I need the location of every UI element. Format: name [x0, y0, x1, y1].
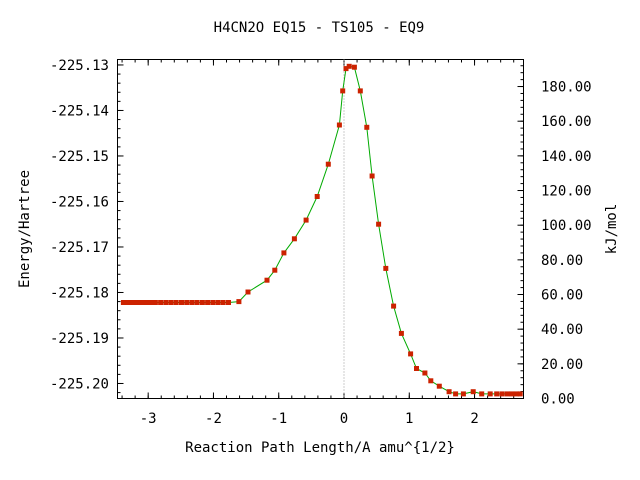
y-tick-label: -225.13: [50, 58, 109, 74]
data-point: [314, 194, 320, 199]
data-point: [143, 300, 149, 305]
y2-tick-label: 60.00: [541, 288, 583, 304]
data-point: [494, 391, 500, 397]
data-point: [364, 124, 370, 130]
data-point: [163, 300, 169, 305]
data-point: [264, 277, 270, 283]
data-point: [158, 300, 164, 305]
data-point: [383, 265, 389, 271]
x-tick-label: -3: [140, 411, 157, 427]
series-curve: [123, 65, 521, 395]
data-point: [184, 300, 190, 305]
data-point: [346, 63, 352, 69]
y2-tick-label: 100.00: [541, 218, 592, 234]
y-axis-right: 0.00 20.00 40.00 60.00 80.00 100.00 120.00 140.…: [517, 65, 592, 408]
data-point: [436, 383, 442, 389]
data-point: [513, 391, 519, 397]
data-point: [499, 391, 505, 397]
data-point: [414, 366, 419, 371]
data-point: [376, 221, 382, 227]
data-point: [194, 300, 200, 305]
data-point: [152, 300, 158, 305]
y2-tick-label: 120.00: [541, 184, 592, 200]
data-point: [446, 389, 452, 395]
data-point: [470, 389, 476, 395]
y2-tick-label: 160.00: [541, 114, 592, 130]
x-tick-label: -1: [270, 411, 287, 427]
data-point: [139, 300, 145, 305]
data-point: [236, 299, 242, 305]
data-point: [148, 300, 154, 305]
y2-axis-label: kJ/mol: [604, 204, 620, 255]
data-point: [453, 391, 459, 397]
y-tick-label: -225.15: [50, 149, 109, 165]
y-tick-label: -225.20: [50, 376, 109, 392]
data-point: [291, 236, 297, 242]
data-point: [325, 161, 331, 167]
data-point: [179, 300, 184, 305]
data-point: [272, 267, 278, 273]
x-tick-label: 1: [405, 411, 413, 427]
data-point: [369, 173, 375, 179]
data-point: [336, 122, 342, 128]
data-point: [509, 391, 515, 397]
y-tick-label: -225.17: [50, 240, 109, 256]
data-points: [120, 63, 523, 397]
data-point: [428, 378, 434, 384]
data-point: [391, 303, 397, 309]
y2-tick-label: 0.00: [541, 392, 575, 408]
data-point: [245, 289, 251, 295]
data-point: [343, 66, 349, 72]
data-point: [135, 300, 141, 305]
data-point: [479, 391, 485, 397]
plot-frame: [117, 59, 524, 399]
y2-tick-label: 40.00: [541, 322, 583, 338]
x-axis: -3 -2 -1 0 1 2: [121, 59, 515, 427]
data-point: [422, 370, 428, 376]
data-point: [205, 300, 211, 305]
y2-tick-label: 20.00: [541, 357, 583, 373]
y2-tick-label: 80.00: [541, 253, 583, 269]
data-point: [220, 300, 226, 305]
y-tick-label: -225.18: [50, 285, 109, 301]
y2-tick-label: 180.00: [541, 80, 592, 96]
data-point: [398, 330, 404, 336]
data-point: [303, 217, 309, 223]
data-point: [487, 391, 493, 397]
y-tick-label: -225.19: [50, 331, 109, 347]
data-point: [340, 88, 346, 94]
data-point: [460, 391, 466, 397]
y-axis-left: -225.13 -225.14 -225.15 -225.16 -225.17 -225.…: [50, 58, 124, 394]
chart-title: H4CN2O EQ15 - TS105 - EQ9: [214, 20, 425, 36]
data-point: [210, 300, 216, 305]
data-point: [504, 391, 510, 397]
data-point: [281, 250, 287, 256]
y-tick-label: -225.16: [50, 194, 109, 210]
x-axis-label: Reaction Path Length/A amu^{1/2}: [185, 440, 455, 456]
data-point: [351, 64, 357, 70]
data-point: [173, 300, 179, 305]
data-point: [357, 88, 363, 94]
x-tick-label: 2: [470, 411, 478, 427]
y-tick-label: -225.14: [50, 103, 109, 119]
data-point: [408, 351, 414, 357]
data-point: [215, 300, 221, 305]
x-tick-label: 0: [340, 411, 348, 427]
data-point: [226, 300, 231, 305]
data-point: [517, 391, 523, 397]
x-tick-label: -2: [205, 411, 222, 427]
data-point: [120, 300, 126, 305]
data-point: [124, 300, 130, 305]
data-point: [132, 300, 137, 305]
data-point: [168, 300, 174, 305]
data-point: [128, 300, 134, 305]
data-point: [189, 300, 195, 305]
data-point: [199, 300, 205, 305]
y-axis-label: Energy/Hartree: [17, 170, 33, 288]
y2-tick-label: 140.00: [541, 149, 592, 165]
